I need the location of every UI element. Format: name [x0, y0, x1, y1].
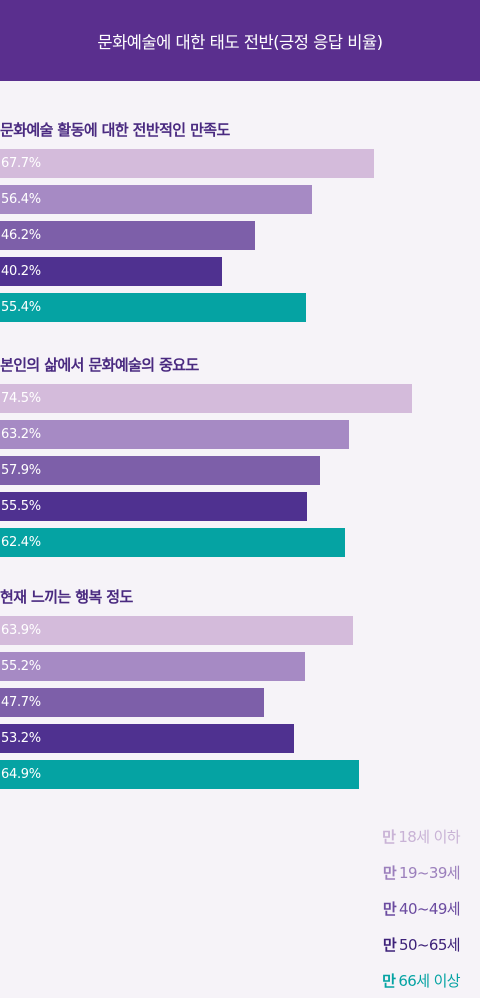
legend-label: 19~39세: [399, 863, 461, 882]
bar: 63.2%: [0, 420, 350, 449]
legend-item-50-65: 만 50~65세: [260, 926, 461, 962]
section-title: 문화예술 활동에 대한 전반적인 만족도: [0, 121, 230, 139]
bar: 62.4%: [0, 528, 346, 557]
bar-value-label: 55.4%: [1, 300, 41, 315]
bar: 57.9%: [0, 456, 321, 485]
chart-header: 문화예술에 대한 태도 전반(긍정 응답 비율): [0, 0, 480, 81]
bar-value-label: 55.2%: [1, 659, 41, 674]
legend-item-40-49: 만 40~49세: [260, 890, 461, 926]
legend-label: 18세 이하: [398, 827, 460, 846]
legend-label: 50~65세: [399, 935, 461, 954]
legend-prefix: 만: [382, 863, 397, 882]
bar-value-label: 47.7%: [1, 695, 41, 710]
bar: 40.2%: [0, 257, 223, 286]
legend-item-19-39: 만 19~39세: [260, 854, 461, 890]
legend-item-66-over: 만 66세 이상: [260, 962, 460, 998]
bar-value-label: 62.4%: [1, 535, 41, 550]
bar-value-label: 40.2%: [1, 264, 41, 279]
legend-label: 40~49세: [399, 899, 461, 918]
bar: 47.7%: [0, 688, 264, 717]
bar-value-label: 63.9%: [1, 623, 41, 638]
bar: 74.5%: [0, 384, 412, 413]
bar: 55.2%: [0, 652, 306, 681]
legend-prefix: 만: [382, 827, 396, 846]
bar-value-label: 63.2%: [1, 427, 41, 442]
bar: 67.7%: [0, 149, 375, 178]
bar: 56.4%: [0, 185, 312, 214]
legend-prefix: 만: [382, 935, 397, 954]
section-title: 현재 느끼는 행복 정도: [0, 588, 133, 606]
legend-item-18-under: 만 18세 이하: [260, 818, 460, 854]
bar-value-label: 74.5%: [1, 391, 41, 406]
bar-value-label: 56.4%: [1, 192, 41, 207]
bar-value-label: 53.2%: [1, 731, 41, 746]
bar-value-label: 55.5%: [1, 499, 41, 514]
bar: 55.5%: [0, 492, 307, 521]
bar: 55.4%: [0, 293, 307, 322]
bar: 53.2%: [0, 724, 295, 753]
bar-value-label: 64.9%: [1, 767, 41, 782]
legend: 만 18세 이하 만 19~39세 만 40~49세 만 50~65세 만 66…: [260, 818, 460, 998]
bar: 63.9%: [0, 616, 354, 645]
chart-title: 문화예술에 대한 태도 전반(긍정 응답 비율): [97, 32, 383, 52]
bar-value-label: 67.7%: [1, 156, 41, 171]
section-title: 본인의 삶에서 문화예술의 중요도: [0, 356, 199, 374]
bar-value-label: 46.2%: [1, 228, 41, 243]
bar-value-label: 57.9%: [1, 463, 41, 478]
bar: 46.2%: [0, 221, 256, 250]
bar: 64.9%: [0, 760, 359, 789]
legend-prefix: 만: [382, 899, 397, 918]
